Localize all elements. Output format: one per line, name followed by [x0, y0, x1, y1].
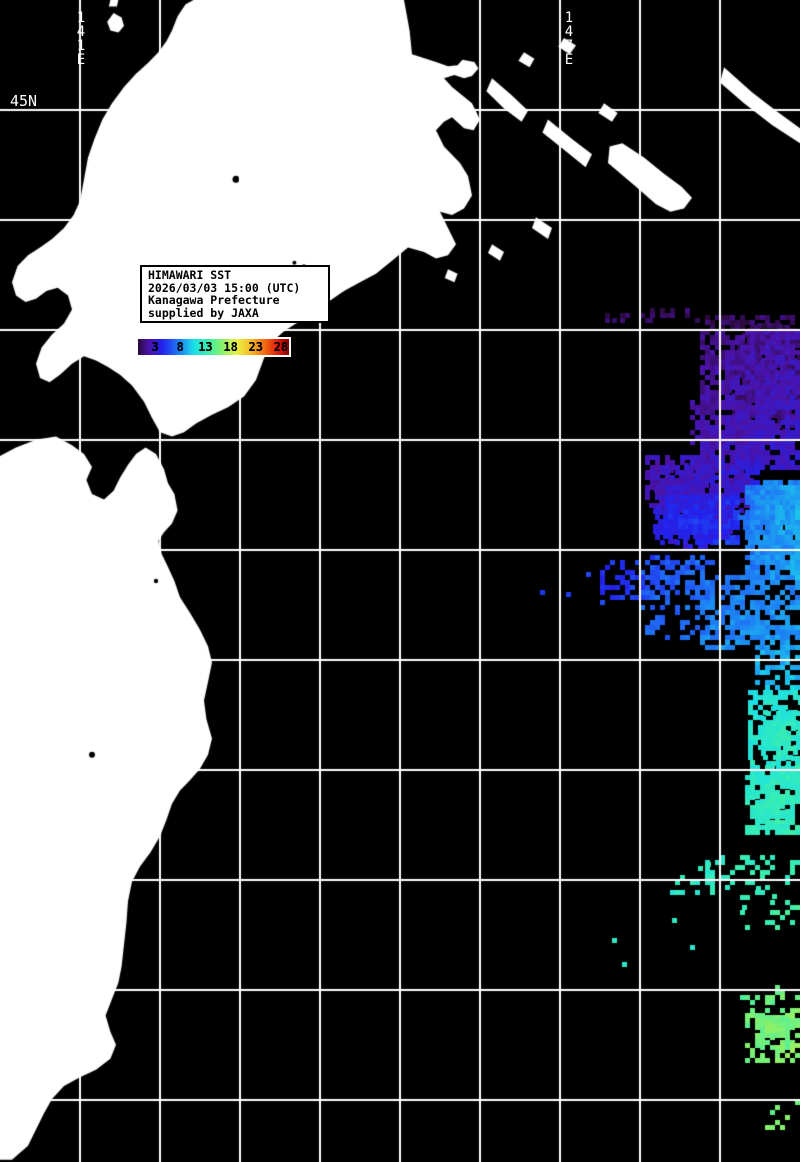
colorbar-tick-13: 13	[198, 340, 213, 354]
longitude-label-147e: 147E	[561, 10, 577, 66]
colorbar-tick-18: 18	[223, 340, 238, 354]
colorbar-gradient	[138, 339, 289, 355]
colorbar-tick-28: 28	[273, 340, 289, 354]
info-provider-region: Kanagawa Prefecture	[148, 293, 280, 307]
longitude-label-144e: 144E	[321, 10, 337, 66]
info-title: HIMAWARI SST	[148, 268, 232, 282]
info-supplier: supplied by JAXA	[148, 305, 259, 320]
info-datetime: 2026/03/03 15:00 (UTC)	[148, 280, 301, 295]
colorbar: 3 8 13 18 23 28	[136, 337, 291, 357]
colorbar-tick-8: 8	[176, 340, 184, 354]
latitude-label-45n: 45N	[10, 92, 38, 110]
longitude-label-141e: 141E	[73, 10, 89, 66]
colorbar-tick-23: 23	[248, 340, 263, 354]
colorbar-tick-3: 3	[151, 340, 159, 354]
info-box: HIMAWARI SST 2026/03/03 15:00 (UTC) Kana…	[140, 265, 330, 323]
